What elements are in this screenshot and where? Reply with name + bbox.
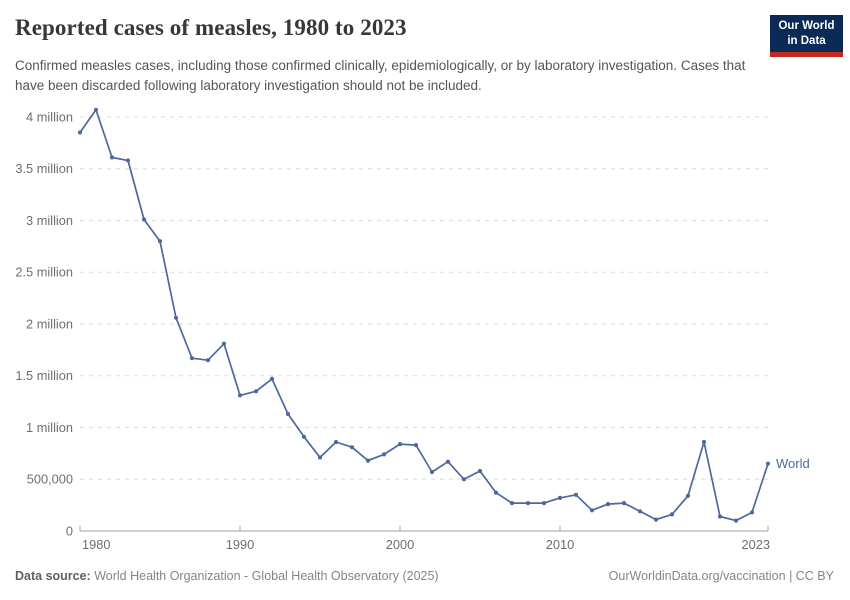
chart-subtitle-line2: Cases that have been discarded following… bbox=[15, 58, 746, 94]
data-point bbox=[765, 461, 771, 466]
data-point bbox=[733, 518, 739, 523]
data-point bbox=[253, 389, 259, 394]
owid-logo-line2: in Data bbox=[787, 35, 826, 48]
data-source-text: World Health Organization - Global Healt… bbox=[94, 569, 439, 583]
data-point bbox=[205, 358, 211, 363]
chart-svg: 0 500,000 1 million 1.5 million 2 million 2.5… bbox=[15, 107, 810, 552]
x-tick-label: 2000 bbox=[386, 537, 414, 552]
data-point bbox=[493, 490, 499, 495]
x-tick-label: 1980 bbox=[82, 537, 110, 552]
data-point bbox=[589, 508, 595, 513]
data-point bbox=[381, 452, 387, 457]
data-point bbox=[477, 468, 483, 474]
data-point bbox=[141, 217, 147, 222]
y-tick-label: 1.5 million bbox=[15, 368, 73, 383]
data-point bbox=[669, 512, 675, 517]
x-tick-label: 2010 bbox=[546, 537, 574, 552]
data-point bbox=[717, 514, 723, 519]
page-title: Reported cases of measles, 1980 to 2023 bbox=[15, 15, 407, 40]
y-tick-label: 3.5 million bbox=[15, 161, 73, 176]
data-point bbox=[269, 376, 275, 381]
data-point bbox=[541, 501, 547, 506]
data-point bbox=[429, 469, 435, 475]
data-point bbox=[317, 455, 323, 460]
data-point bbox=[701, 439, 707, 445]
y-tick-label: 0 bbox=[66, 523, 73, 538]
data-point bbox=[445, 459, 451, 464]
x-tick-label: 2023 bbox=[742, 537, 770, 552]
data-point bbox=[365, 458, 371, 463]
y-tick-label: 1 million bbox=[26, 420, 73, 435]
data-point bbox=[221, 341, 227, 346]
data-point bbox=[109, 155, 115, 160]
data-point bbox=[413, 443, 419, 448]
data-point bbox=[173, 315, 179, 320]
data-point bbox=[333, 439, 339, 445]
y-tick-label: 3 million bbox=[26, 213, 73, 228]
y-tick-label: 2 million bbox=[26, 316, 73, 331]
data-point bbox=[157, 239, 163, 244]
data-point bbox=[397, 442, 403, 447]
data-point bbox=[653, 517, 659, 522]
data-point bbox=[749, 510, 755, 515]
y-tick-label: 500,000 bbox=[27, 472, 73, 487]
data-point bbox=[605, 502, 611, 507]
data-point bbox=[525, 501, 531, 506]
owid-logo-line1: Our World bbox=[778, 20, 835, 32]
owid-logo-box: Our World in Data bbox=[770, 15, 843, 53]
chart-footer: Data source: World Health Organization -… bbox=[15, 569, 834, 583]
y-tick-label: 2.5 million bbox=[15, 265, 73, 280]
data-source-label: Data source: bbox=[15, 569, 91, 583]
credit-text: OurWorldinData.org/vaccination | CC BY bbox=[608, 569, 834, 583]
chart: 0 500,000 1 million 1.5 million 2 million 2.5… bbox=[0, 98, 850, 560]
y-tick-label: 4 million bbox=[26, 109, 73, 124]
x-tick-label: 1990 bbox=[226, 537, 254, 552]
data-point bbox=[573, 492, 579, 497]
data-point bbox=[93, 107, 99, 112]
series-end-label: World bbox=[776, 456, 810, 471]
data-point bbox=[189, 356, 195, 361]
data-point bbox=[349, 445, 355, 450]
data-point bbox=[621, 501, 627, 506]
data-point bbox=[557, 495, 563, 500]
data-point bbox=[461, 477, 467, 482]
chart-subtitle-line1: Confirmed measles cases, including those… bbox=[15, 58, 678, 73]
data-point bbox=[301, 434, 307, 439]
data-point bbox=[509, 501, 515, 506]
owid-logo-red-bar bbox=[770, 52, 843, 58]
data-source: Data source: World Health Organization -… bbox=[15, 569, 439, 583]
data-point bbox=[685, 493, 691, 498]
line-series-world bbox=[79, 108, 769, 522]
data-point bbox=[285, 411, 291, 417]
data-point bbox=[125, 158, 131, 163]
owid-logo: Our World in Data bbox=[770, 15, 843, 58]
data-point bbox=[77, 130, 83, 135]
data-point bbox=[637, 509, 643, 514]
data-point bbox=[237, 393, 243, 398]
chart-subtitle: Confirmed measles cases, including those… bbox=[15, 56, 775, 97]
